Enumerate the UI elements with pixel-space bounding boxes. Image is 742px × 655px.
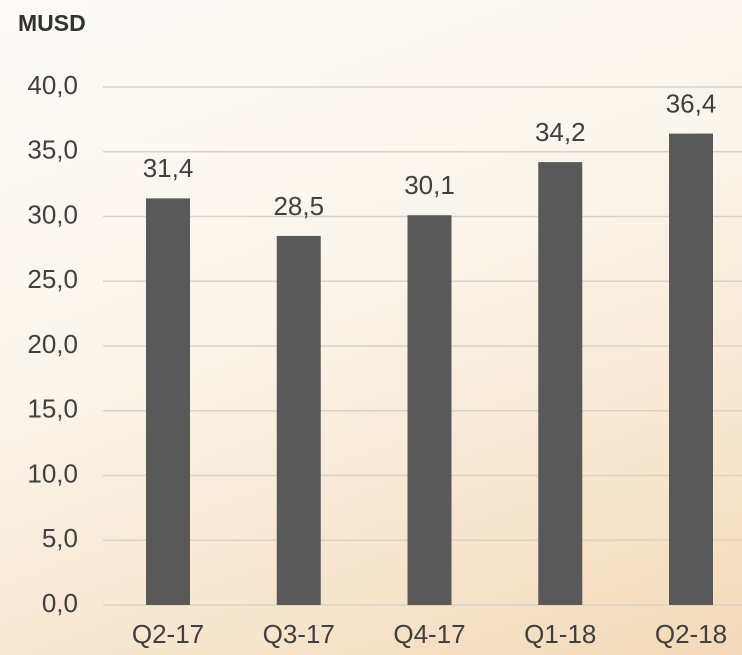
bar	[538, 162, 583, 606]
y-tick-label: 25,0	[27, 264, 78, 294]
bar	[146, 198, 190, 605]
y-tick-label: 35,0	[27, 135, 78, 165]
data-label: 30,1	[404, 170, 455, 200]
x-tick-label: Q4-17	[393, 619, 465, 649]
x-tick-label: Q2-18	[655, 619, 727, 649]
bar	[407, 215, 452, 605]
data-label: 31,4	[143, 153, 194, 183]
y-tick-label: 30,0	[27, 199, 78, 229]
y-tick-label: 5,0	[42, 523, 78, 553]
data-label: 36,4	[666, 88, 717, 118]
bar	[669, 133, 713, 605]
y-tick-label: 40,0	[27, 70, 78, 100]
y-tick-label: 15,0	[27, 394, 78, 424]
y-tick-label: 20,0	[27, 329, 78, 359]
y-tick-label: 10,0	[27, 458, 78, 488]
data-label: 34,2	[535, 117, 586, 147]
chart-title: MUSD	[18, 10, 86, 36]
y-tick-label: 0,0	[42, 588, 78, 618]
x-tick-label: Q3-17	[263, 619, 335, 649]
data-label: 28,5	[273, 191, 324, 221]
x-tick-label: Q2-17	[132, 619, 204, 649]
x-tick-label: Q1-18	[524, 619, 596, 649]
bar	[276, 235, 321, 606]
